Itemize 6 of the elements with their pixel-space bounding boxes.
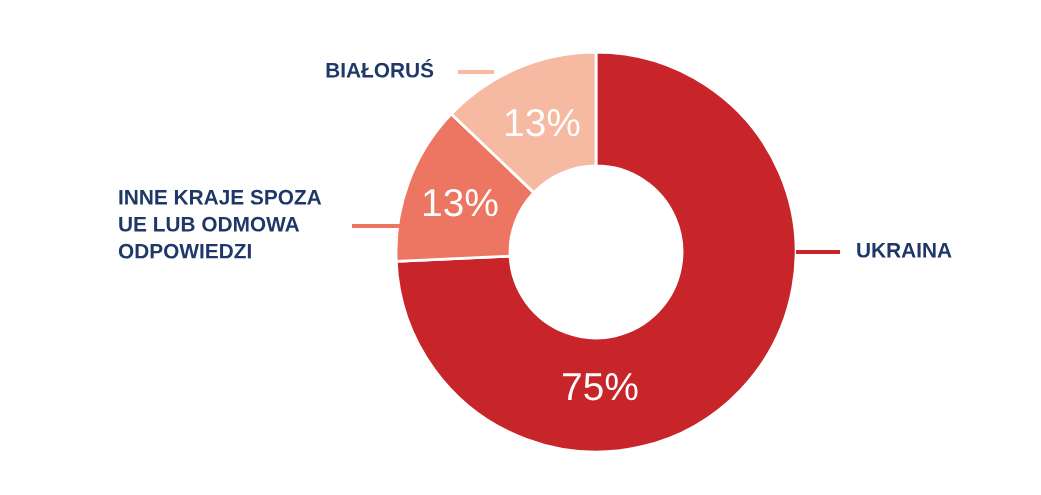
slice-label: BIAŁORUŚ [326, 58, 434, 78]
data-label: 13% [506, 108, 580, 137]
data-label: 13% [424, 188, 498, 217]
data-label: 75% [563, 373, 638, 401]
legend-label: INNE KRAJE SPOZA UE LUB ODMOWA ODPOWIEDZI [118, 189, 322, 259]
slice-label: UKRAINA [857, 243, 952, 258]
